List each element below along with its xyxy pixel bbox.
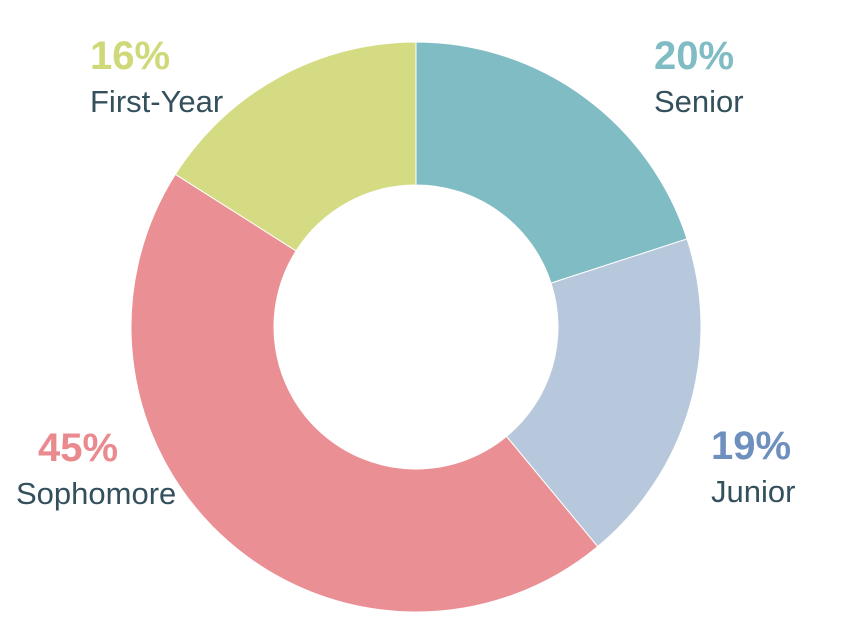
slice-junior [505, 238, 702, 548]
sophomore-name: Sophomore [16, 476, 177, 511]
first-year-percent: 16% [90, 34, 171, 78]
junior-name: Junior [711, 474, 796, 509]
label-senior: 20% Senior [654, 36, 744, 117]
label-first-year: 16% First-Year [90, 36, 223, 117]
label-sophomore: 45% Sophomore [16, 426, 176, 509]
slice-sophomore [130, 173, 599, 613]
slice-first-year [174, 41, 417, 252]
label-junior: 19% Junior [711, 426, 795, 507]
senior-percent: 20% [654, 34, 735, 78]
senior-name: Senior [654, 84, 744, 119]
first-year-name: First-Year [90, 84, 224, 119]
sophomore-percent: 45% [38, 426, 119, 470]
junior-percent: 19% [711, 424, 792, 468]
slice-senior [415, 41, 688, 284]
